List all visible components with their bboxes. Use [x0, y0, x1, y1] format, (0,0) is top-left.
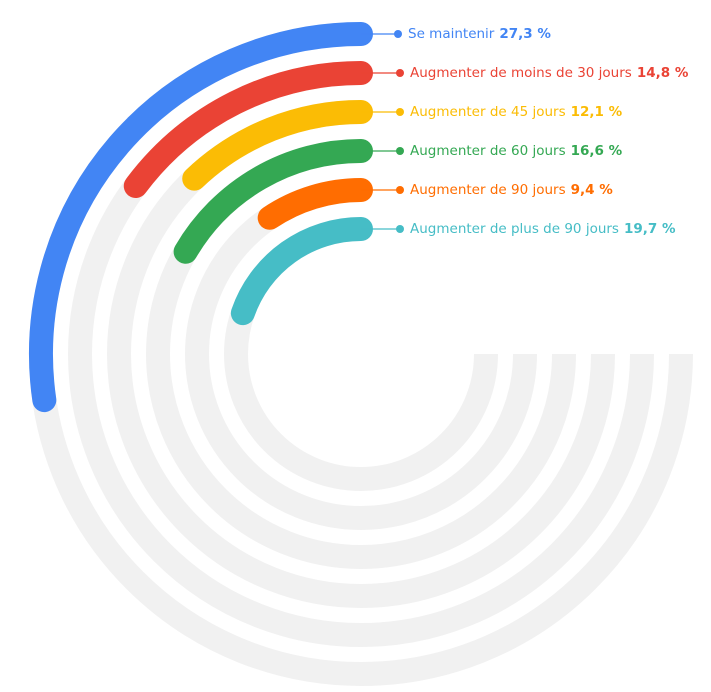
leader-dot	[396, 186, 404, 194]
label: Se maintenir 27,3 %	[408, 26, 551, 42]
leader-dot	[396, 225, 404, 233]
category-label: Se maintenir	[408, 26, 495, 42]
radial-bar	[173, 139, 373, 264]
leader-dot	[396, 108, 404, 116]
value-label: 16,6 %	[571, 143, 623, 159]
value-label: 12,1 %	[571, 104, 623, 120]
category-label: Augmenter de 45 jours	[410, 104, 566, 120]
label: Augmenter de 90 jours 9,4 %	[410, 182, 613, 198]
label: Augmenter de 60 jours 16,6 %	[410, 143, 623, 159]
value-label: 19,7 %	[624, 221, 676, 237]
leader-dot	[394, 30, 402, 38]
category-label: Augmenter de 60 jours	[410, 143, 566, 159]
radial-bar	[29, 22, 373, 413]
label: Augmenter de 45 jours 12,1 %	[410, 104, 623, 120]
radial-bar	[230, 217, 373, 326]
leader-dot	[396, 69, 404, 77]
radial-bar	[257, 178, 373, 230]
value-label: 14,8 %	[637, 65, 689, 81]
label: Augmenter de moins de 30 jours 14,8 %	[410, 65, 689, 81]
category-label: Augmenter de 90 jours	[410, 182, 566, 198]
radial-bar	[123, 61, 373, 198]
label: Augmenter de plus de 90 jours 19,7 %	[410, 221, 676, 237]
value-label: 9,4 %	[571, 182, 614, 198]
category-label: Augmenter de plus de 90 jours	[410, 221, 619, 237]
category-label: Augmenter de moins de 30 jours	[410, 65, 632, 81]
value-label: 27,3 %	[499, 26, 551, 42]
leader-dot	[396, 147, 404, 155]
track	[185, 178, 537, 530]
radial-bar	[182, 100, 373, 191]
